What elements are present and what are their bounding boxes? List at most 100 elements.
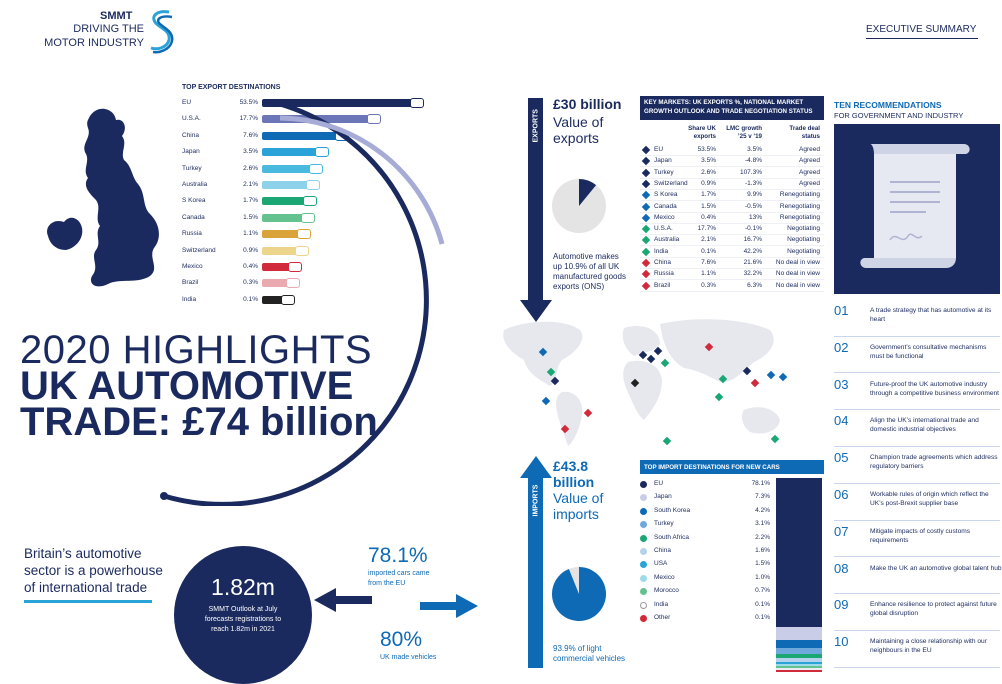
key-market-marker-icon bbox=[641, 145, 651, 155]
col-deal-2: status bbox=[801, 133, 820, 140]
export-row-value: 0.3% bbox=[243, 279, 258, 287]
imports-arrow-up-icon bbox=[520, 456, 552, 478]
export-row-label: Australia bbox=[182, 181, 208, 188]
import-row-value: 7.3% bbox=[755, 493, 770, 501]
key-market-growth: 3.5% bbox=[747, 146, 762, 153]
import-stacked-bar bbox=[776, 478, 822, 673]
key-market-share: 0.1% bbox=[701, 247, 716, 255]
import-row-swatch-icon bbox=[640, 521, 647, 529]
key-market-status: Agreed bbox=[799, 157, 820, 165]
import-row-label: China bbox=[654, 547, 671, 554]
car-icon bbox=[287, 262, 302, 272]
key-market-status: Renegotiating bbox=[779, 213, 820, 221]
exports-arrow-down-icon bbox=[520, 300, 552, 322]
exports-sub-2: exports bbox=[553, 130, 599, 146]
import-row-label: South Korea bbox=[654, 506, 691, 514]
car-icon bbox=[297, 229, 312, 240]
key-market-share: 2.6% bbox=[701, 168, 716, 176]
key-market-marker-icon bbox=[641, 190, 651, 200]
export-row-bar bbox=[262, 295, 283, 304]
import-row-value: 1.0% bbox=[755, 573, 770, 581]
import-stack-segment bbox=[776, 661, 822, 665]
import-destinations-header bbox=[640, 460, 824, 474]
import-stack-segment bbox=[776, 654, 822, 659]
key-market-share: 1.1% bbox=[701, 270, 716, 278]
imports-sub-1: Value of bbox=[553, 490, 604, 506]
import-row-value: 1.6% bbox=[755, 547, 770, 554]
recommendation-item: 07 Mitigate impacts of costly customs req… bbox=[834, 521, 1000, 558]
exports-sub-1: Value of bbox=[553, 114, 604, 130]
export-row-bar bbox=[262, 181, 308, 189]
export-destinations-title: TOP EXPORT DESTINATIONS bbox=[182, 84, 281, 91]
scroll-document-icon bbox=[860, 144, 970, 268]
export-row-bar bbox=[262, 148, 318, 157]
smmt-logo[interactable]: SMMT DRIVING THE MOTOR INDUSTRY bbox=[16, 8, 174, 58]
key-markets-title-2: GROWTH OUTLOOK AND TRADE NEGOTIATION STA… bbox=[644, 108, 813, 115]
exports-side-label: EXPORTS bbox=[532, 109, 540, 143]
export-row-label: U.S.A. bbox=[182, 115, 201, 123]
key-market-marker-icon bbox=[641, 202, 651, 211]
import-row-label: Turkey bbox=[654, 520, 674, 528]
key-market-status: Renegotiating bbox=[779, 202, 820, 210]
key-market-name: Australia bbox=[654, 236, 680, 244]
import-row-swatch-icon bbox=[640, 588, 647, 596]
imports-note-2: commercial vehicles bbox=[553, 654, 626, 663]
import-destinations-title: TOP IMPORT DESTINATIONS FOR NEW CARS bbox=[644, 464, 780, 471]
col-lmc-2: ’25 v ’19 bbox=[737, 133, 762, 140]
car-icon bbox=[286, 278, 301, 289]
car-icon bbox=[280, 294, 295, 305]
export-row-value: 1.7% bbox=[243, 197, 258, 205]
export-row-label: India bbox=[182, 295, 197, 303]
recommendation-number: 01 bbox=[834, 303, 849, 318]
export-row-label: Mexico bbox=[182, 263, 203, 270]
recommendation-text: Mitigate impacts of costly customs requi… bbox=[870, 527, 971, 544]
recommendation-number: 10 bbox=[834, 634, 849, 650]
import-row-swatch-icon bbox=[640, 601, 647, 609]
key-market-name: S Korea bbox=[654, 191, 678, 199]
outlook-circle bbox=[174, 546, 312, 684]
key-market-status: Agreed bbox=[799, 179, 820, 187]
headline-line-2: UK AUTOMOTIVE bbox=[20, 364, 354, 408]
recommendation-item: 02 Government’s consultative mechanisms m… bbox=[834, 337, 1000, 374]
key-market-marker-icon bbox=[641, 157, 651, 166]
recommendation-text: Align the UK’s international trade and d… bbox=[870, 417, 979, 434]
import-row-swatch-icon bbox=[640, 574, 647, 582]
import-row-value: 3.1% bbox=[755, 520, 770, 528]
world-map bbox=[503, 319, 780, 446]
key-market-status: Negotiating bbox=[787, 225, 820, 233]
export-row-value: 17.7% bbox=[239, 115, 258, 123]
export-arc bbox=[160, 101, 445, 506]
key-market-status: Agreed bbox=[799, 168, 820, 176]
brand-name: SMMT bbox=[100, 10, 133, 22]
key-market-marker-icon bbox=[641, 270, 651, 279]
export-row: Canada 1.5% bbox=[182, 211, 422, 227]
key-market-growth: 9.9% bbox=[747, 191, 762, 199]
car-icon bbox=[300, 212, 315, 223]
key-market-status: Agreed bbox=[799, 146, 820, 153]
key-market-status: Negotiating bbox=[787, 236, 820, 244]
imports-sub-2: imports bbox=[553, 506, 599, 522]
key-market-row: Turkey 2.6% 107.3% Agreed bbox=[640, 168, 824, 179]
export-row-label: EU bbox=[182, 99, 192, 106]
key-market-share: 3.5% bbox=[701, 157, 716, 165]
imports-value-1: £43.8 bbox=[553, 458, 589, 474]
key-market-status: No deal in view bbox=[775, 281, 820, 289]
export-row-value: 1.5% bbox=[243, 213, 258, 221]
recommendation-item: 04 Align the UK’s international trade and… bbox=[834, 410, 1000, 447]
recommendation-number: 05 bbox=[834, 450, 849, 466]
export-row-value: 2.1% bbox=[243, 181, 258, 188]
export-row: India 0.1% bbox=[182, 293, 422, 309]
car-icon bbox=[294, 245, 309, 256]
key-market-growth: 6.3% bbox=[747, 281, 762, 289]
uk-map bbox=[47, 108, 159, 287]
export-row-bar bbox=[262, 99, 412, 107]
col-deal-1: Trade deal bbox=[789, 125, 820, 132]
car-icon bbox=[309, 163, 324, 174]
import-stack-segment bbox=[776, 478, 822, 627]
export-row-bar bbox=[262, 213, 303, 222]
import-row-swatch-icon bbox=[640, 548, 647, 555]
exports-share-pie bbox=[552, 179, 606, 233]
brand-tagline-1: DRIVING THE bbox=[73, 23, 144, 35]
export-row-bar bbox=[262, 263, 290, 271]
recommendation-number: 09 bbox=[834, 597, 849, 613]
